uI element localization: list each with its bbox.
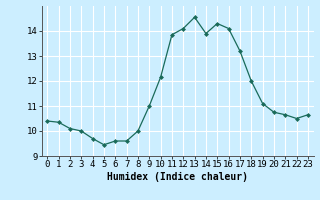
X-axis label: Humidex (Indice chaleur): Humidex (Indice chaleur) [107,172,248,182]
